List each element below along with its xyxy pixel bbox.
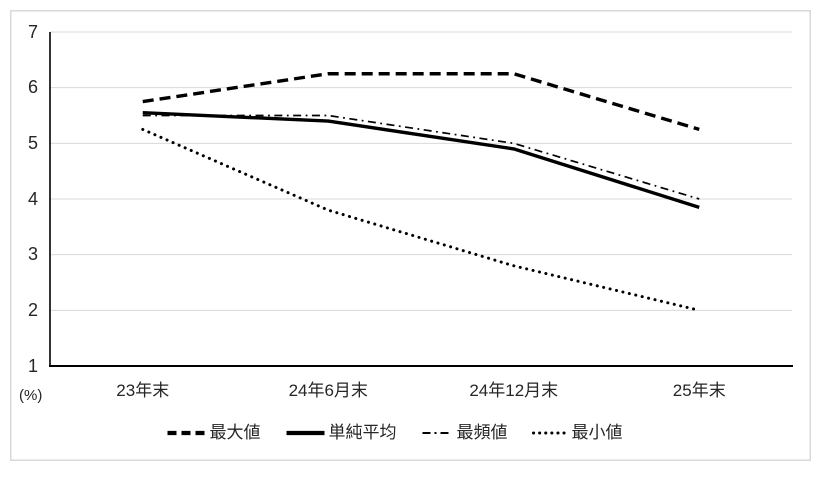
legend-label: 最大値 (209, 423, 261, 442)
chart-legend: 最大値 単純平均 最頻値 最小値 (166, 423, 623, 443)
legend-swatch-dotted-line-icon (532, 431, 569, 435)
legend-item: 最頻値 (421, 423, 508, 443)
legend-swatch-dashed-line-icon (167, 430, 206, 436)
series-line-最頻値 (142, 114, 700, 200)
y-axis-tick-label: 7 (27, 21, 38, 42)
legend-label: 最小値 (571, 423, 623, 442)
legend-item: 最小値 (532, 423, 623, 443)
legend-item: 最大値 (166, 423, 261, 443)
chart-frame-border (10, 10, 811, 461)
legend-item: 単純平均 (285, 423, 397, 443)
legend-label: 最頻値 (456, 423, 508, 442)
y-axis-unit-label: (%) (19, 387, 43, 404)
y-axis-tick-label: 2 (27, 299, 38, 320)
series-line-最小値 (141, 127, 701, 312)
x-axis-tick-label: 24年6月末 (288, 381, 368, 400)
x-axis-tick-label: 25年末 (672, 381, 726, 400)
y-axis-tick-label: 1 (27, 355, 38, 376)
legend-swatch-dash-dot-line-icon (422, 432, 453, 434)
x-axis-tick-label: 24年12月末 (469, 381, 559, 400)
y-axis-tick-label: 3 (27, 244, 38, 265)
y-axis-tick-label: 5 (27, 132, 38, 153)
x-axis-tick-label: 23年末 (116, 381, 170, 400)
y-axis-tick-label: 6 (27, 77, 38, 98)
y-axis-tick-label: 4 (27, 188, 38, 209)
legend-swatch-solid-line-icon (286, 430, 325, 436)
series-line-単純平均 (142, 111, 700, 209)
legend-label: 単純平均 (328, 423, 397, 442)
series-line-最大値 (142, 72, 700, 132)
